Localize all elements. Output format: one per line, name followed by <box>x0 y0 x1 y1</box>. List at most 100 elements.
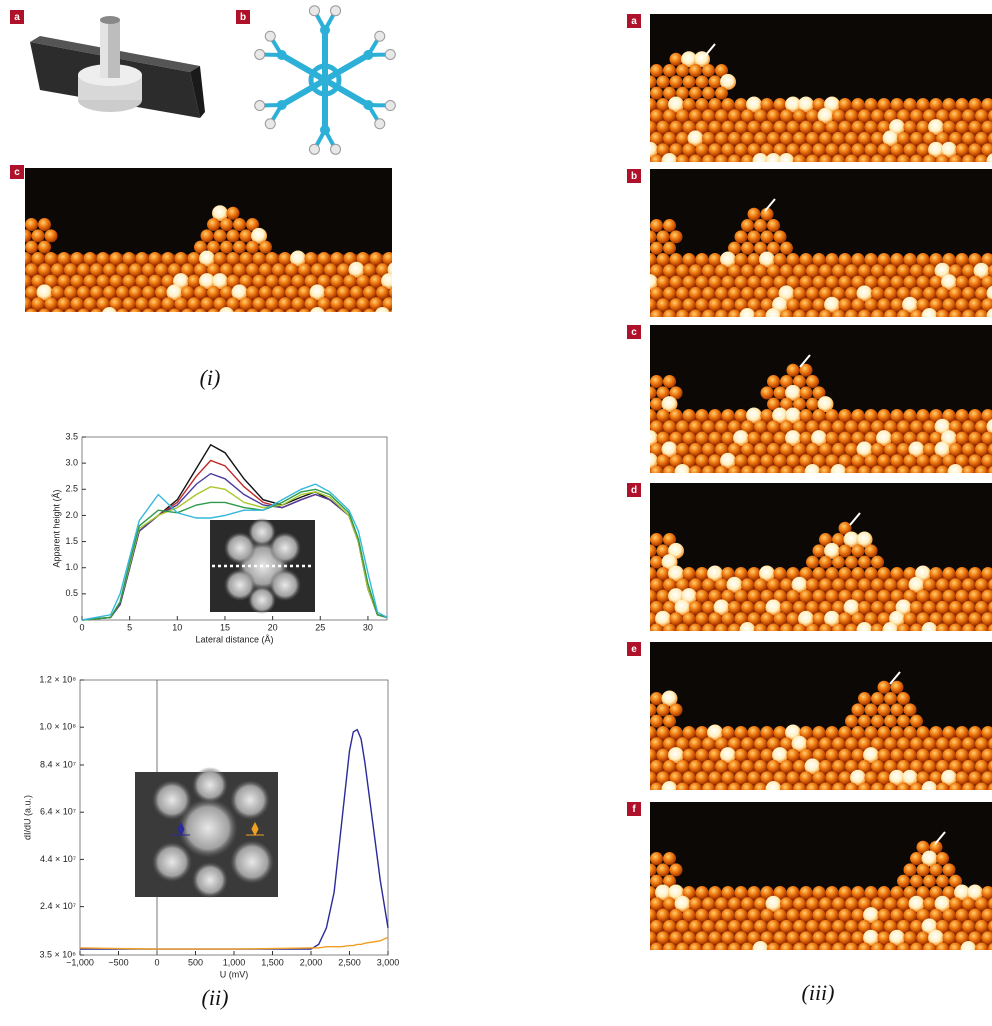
molecule-dot <box>930 954 943 967</box>
molecule-dot <box>97 252 110 265</box>
molecule-dot <box>670 230 683 243</box>
molecule-dot <box>97 275 110 288</box>
molecule-dot <box>6 229 19 242</box>
molecule-dot <box>12 263 25 276</box>
molecule-dot <box>709 253 722 266</box>
molecule-dot <box>780 783 793 796</box>
molecule-dot <box>956 590 969 603</box>
molecule-dot <box>741 897 754 910</box>
molecule-dot <box>683 432 696 445</box>
molecule-dot <box>696 143 709 156</box>
molecule-dot <box>702 601 715 614</box>
molecule-dot <box>858 466 871 479</box>
molecule-dot <box>631 612 644 625</box>
molecule-dot <box>800 409 813 422</box>
molecule-dot <box>839 544 852 557</box>
molecule-dot <box>793 310 806 323</box>
molecule-dot <box>246 286 259 299</box>
molecule-dot <box>728 264 741 277</box>
molecule-dot <box>637 466 650 479</box>
molecule-dot <box>696 726 709 739</box>
molecule-dot <box>975 466 988 479</box>
molecule-dot <box>930 98 943 111</box>
molecule-dot <box>813 909 826 922</box>
molecule-dot <box>722 909 735 922</box>
molecule-dot <box>650 287 663 300</box>
molecule-dot <box>735 931 748 944</box>
molecule-dot <box>396 275 409 288</box>
molecule-dot <box>702 783 715 796</box>
molecule-dot <box>702 466 715 479</box>
molecule-dot <box>383 252 396 265</box>
molecule-dot <box>839 612 852 625</box>
molecule-dot <box>969 454 982 467</box>
molecule-dot <box>826 432 839 445</box>
molecule-dot <box>832 783 845 796</box>
molecule-dot <box>637 219 650 232</box>
molecule-dot <box>949 624 962 637</box>
molecule-dot <box>389 309 402 322</box>
molecule-dot <box>715 420 728 433</box>
molecule-dot <box>813 931 826 944</box>
molecule-dot <box>975 943 988 956</box>
molecule-dot <box>813 409 826 422</box>
stm-image <box>6 168 417 323</box>
molecule-dot <box>220 286 233 299</box>
molecule-dot <box>878 590 891 603</box>
molecule-dot <box>246 263 259 276</box>
molecule-dot <box>839 954 852 967</box>
molecule-dot <box>878 454 891 467</box>
molecule-dot <box>858 155 871 168</box>
molecule-dot <box>25 218 38 231</box>
molecule-dot <box>735 771 748 784</box>
molecule-dot <box>852 143 865 156</box>
molecule-dot <box>917 954 930 967</box>
molecule-dot <box>663 109 676 122</box>
molecule-dot <box>253 252 266 265</box>
molecule-dot <box>175 252 188 265</box>
molecule-dot <box>722 98 735 111</box>
bright-spot <box>219 307 235 323</box>
molecule-dot <box>702 443 715 456</box>
molecule-dot <box>910 264 923 277</box>
stm-image <box>631 325 992 491</box>
molecule-dot <box>676 109 689 122</box>
molecule-dot <box>865 567 878 580</box>
molecule-dot <box>884 578 897 591</box>
molecule-dot <box>370 252 383 265</box>
molecule-dot <box>878 909 891 922</box>
molecule-dot <box>793 155 806 168</box>
molecule-dot <box>631 590 644 603</box>
stm-image <box>629 169 992 335</box>
molecule-dot <box>754 109 767 122</box>
molecule-dot <box>650 624 663 637</box>
molecule-dot <box>956 909 969 922</box>
molecule-dot <box>363 309 376 322</box>
molecule-dot <box>689 920 702 933</box>
molecule-dot <box>878 954 891 967</box>
molecule-dot <box>897 132 910 145</box>
molecule-dot <box>741 737 754 750</box>
molecule-dot <box>774 612 787 625</box>
molecule-dot <box>331 275 344 288</box>
molecule-dot <box>637 692 650 705</box>
molecule-dot <box>748 590 761 603</box>
molecule-dot <box>696 276 709 289</box>
molecule-dot <box>116 263 129 276</box>
molecule-dot <box>715 155 728 168</box>
molecule-dot <box>728 760 741 773</box>
y-tick-label: 6.4 × 10⁷ <box>40 807 76 817</box>
molecule-dot <box>845 109 858 122</box>
molecule-dot <box>709 409 722 422</box>
molecule-dot <box>936 310 949 323</box>
y-tick-label: 1.0 × 10⁸ <box>39 722 76 732</box>
molecule-dot <box>956 726 969 739</box>
molecule-dot <box>839 931 852 944</box>
molecule-dot <box>806 310 819 323</box>
molecule-dot <box>962 264 975 277</box>
molecule-dot <box>800 931 813 944</box>
molecule-dot <box>45 252 58 265</box>
molecule-dot <box>962 287 975 300</box>
molecule-dot <box>826 567 839 580</box>
